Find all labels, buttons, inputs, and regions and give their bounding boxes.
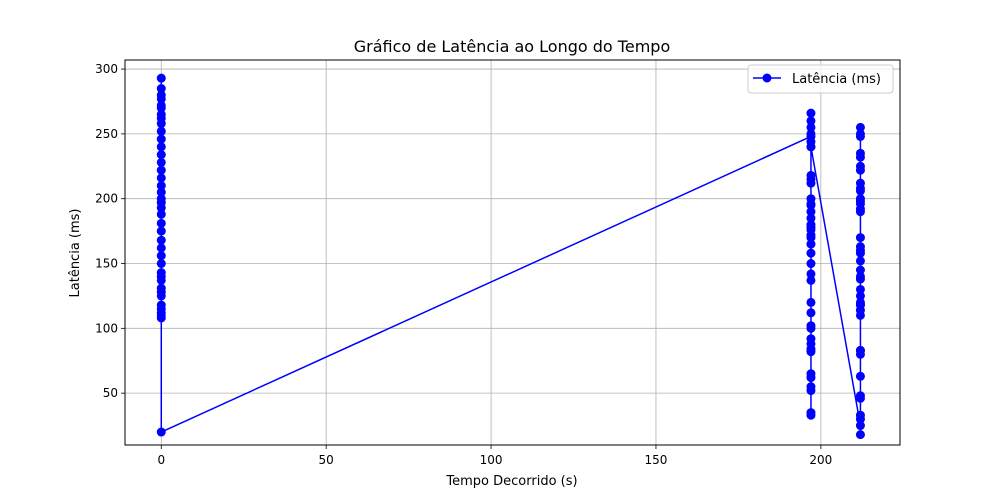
data-point <box>855 284 865 294</box>
data-point <box>156 73 166 83</box>
data-point <box>806 199 816 209</box>
data-point <box>806 213 816 223</box>
data-point <box>806 339 816 349</box>
data-point <box>806 269 816 279</box>
data-point <box>156 84 166 94</box>
data-point <box>855 131 865 141</box>
data-point <box>855 233 865 243</box>
legend-marker-swatch <box>762 73 772 83</box>
data-point <box>855 291 865 301</box>
data-point <box>156 259 166 269</box>
data-point <box>806 347 816 357</box>
data-point <box>156 165 166 175</box>
data-point <box>156 310 166 320</box>
data-point <box>156 209 166 219</box>
data-point <box>806 230 816 240</box>
data-point <box>806 410 816 420</box>
data-point <box>806 122 816 132</box>
data-point <box>156 427 166 437</box>
data-point <box>156 90 166 100</box>
data-point <box>156 198 166 208</box>
data-point <box>855 393 865 403</box>
data-point <box>806 297 816 307</box>
data-point <box>855 414 865 424</box>
data-point <box>855 305 865 315</box>
data-point <box>806 382 816 392</box>
data-point <box>156 235 166 245</box>
x-axis-label: Tempo Decorrido (s) <box>445 474 577 489</box>
data-point <box>156 150 166 160</box>
series-points <box>156 73 865 440</box>
data-point <box>156 100 166 110</box>
y-tick-label: 50 <box>103 386 118 400</box>
y-tick-label: 100 <box>95 321 118 335</box>
plot-frame <box>124 59 901 446</box>
data-point <box>855 207 865 217</box>
data-point <box>855 122 865 132</box>
data-point <box>855 265 865 275</box>
data-point <box>156 243 166 253</box>
x-tick-label: 200 <box>809 453 832 467</box>
data-point <box>156 134 166 144</box>
data-point <box>156 113 166 123</box>
y-axis-ticks: 50 100 150 200 250 300 <box>95 62 125 400</box>
data-point <box>806 275 816 285</box>
data-point <box>806 321 816 331</box>
x-tick-label: 50 <box>319 453 334 467</box>
data-point <box>806 108 816 118</box>
data-point <box>855 430 865 440</box>
data-point <box>156 271 166 281</box>
data-point <box>806 207 816 217</box>
data-point <box>806 239 816 249</box>
data-point <box>156 304 166 314</box>
data-point <box>156 287 166 297</box>
data-point <box>806 259 816 269</box>
data-point <box>806 142 816 152</box>
data-point <box>855 248 865 258</box>
data-point <box>156 181 166 191</box>
data-point <box>855 152 865 162</box>
y-tick-label: 300 <box>95 62 118 76</box>
data-point <box>855 199 865 209</box>
y-tick-label: 200 <box>95 192 118 206</box>
x-tick-label: 0 <box>157 453 165 467</box>
data-point <box>156 226 166 236</box>
data-point <box>806 174 816 184</box>
legend: Latência (ms) <box>747 64 894 94</box>
y-axis-label: Latência (ms) <box>68 209 83 298</box>
data-point <box>806 116 816 126</box>
y-tick-label: 150 <box>95 257 118 271</box>
data-point <box>855 274 865 284</box>
data-point <box>156 251 166 261</box>
data-point <box>156 218 166 228</box>
data-point <box>855 371 865 381</box>
data-point <box>806 222 816 232</box>
legend-box <box>747 64 894 94</box>
data-point <box>806 129 816 139</box>
legend-entry-latency: Latência (ms) <box>792 72 881 87</box>
y-tick-label: 250 <box>95 127 118 141</box>
data-point <box>855 256 865 266</box>
data-point <box>855 345 865 355</box>
data-point <box>806 308 816 318</box>
data-point <box>156 142 166 152</box>
data-point <box>806 248 816 258</box>
data-point <box>855 161 865 171</box>
data-point <box>156 157 166 167</box>
data-point <box>855 183 865 193</box>
chart-title: Gráfico de Latência ao Longo do Tempo <box>354 37 670 56</box>
data-point <box>806 373 816 383</box>
data-point <box>156 187 166 197</box>
data-point <box>855 242 865 252</box>
data-point <box>855 421 865 431</box>
data-point <box>156 126 166 136</box>
x-tick-label: 100 <box>480 453 503 467</box>
x-axis-ticks: 0 50 100 150 200 <box>157 445 832 467</box>
data-point <box>156 173 166 183</box>
x-tick-label: 150 <box>645 453 668 467</box>
